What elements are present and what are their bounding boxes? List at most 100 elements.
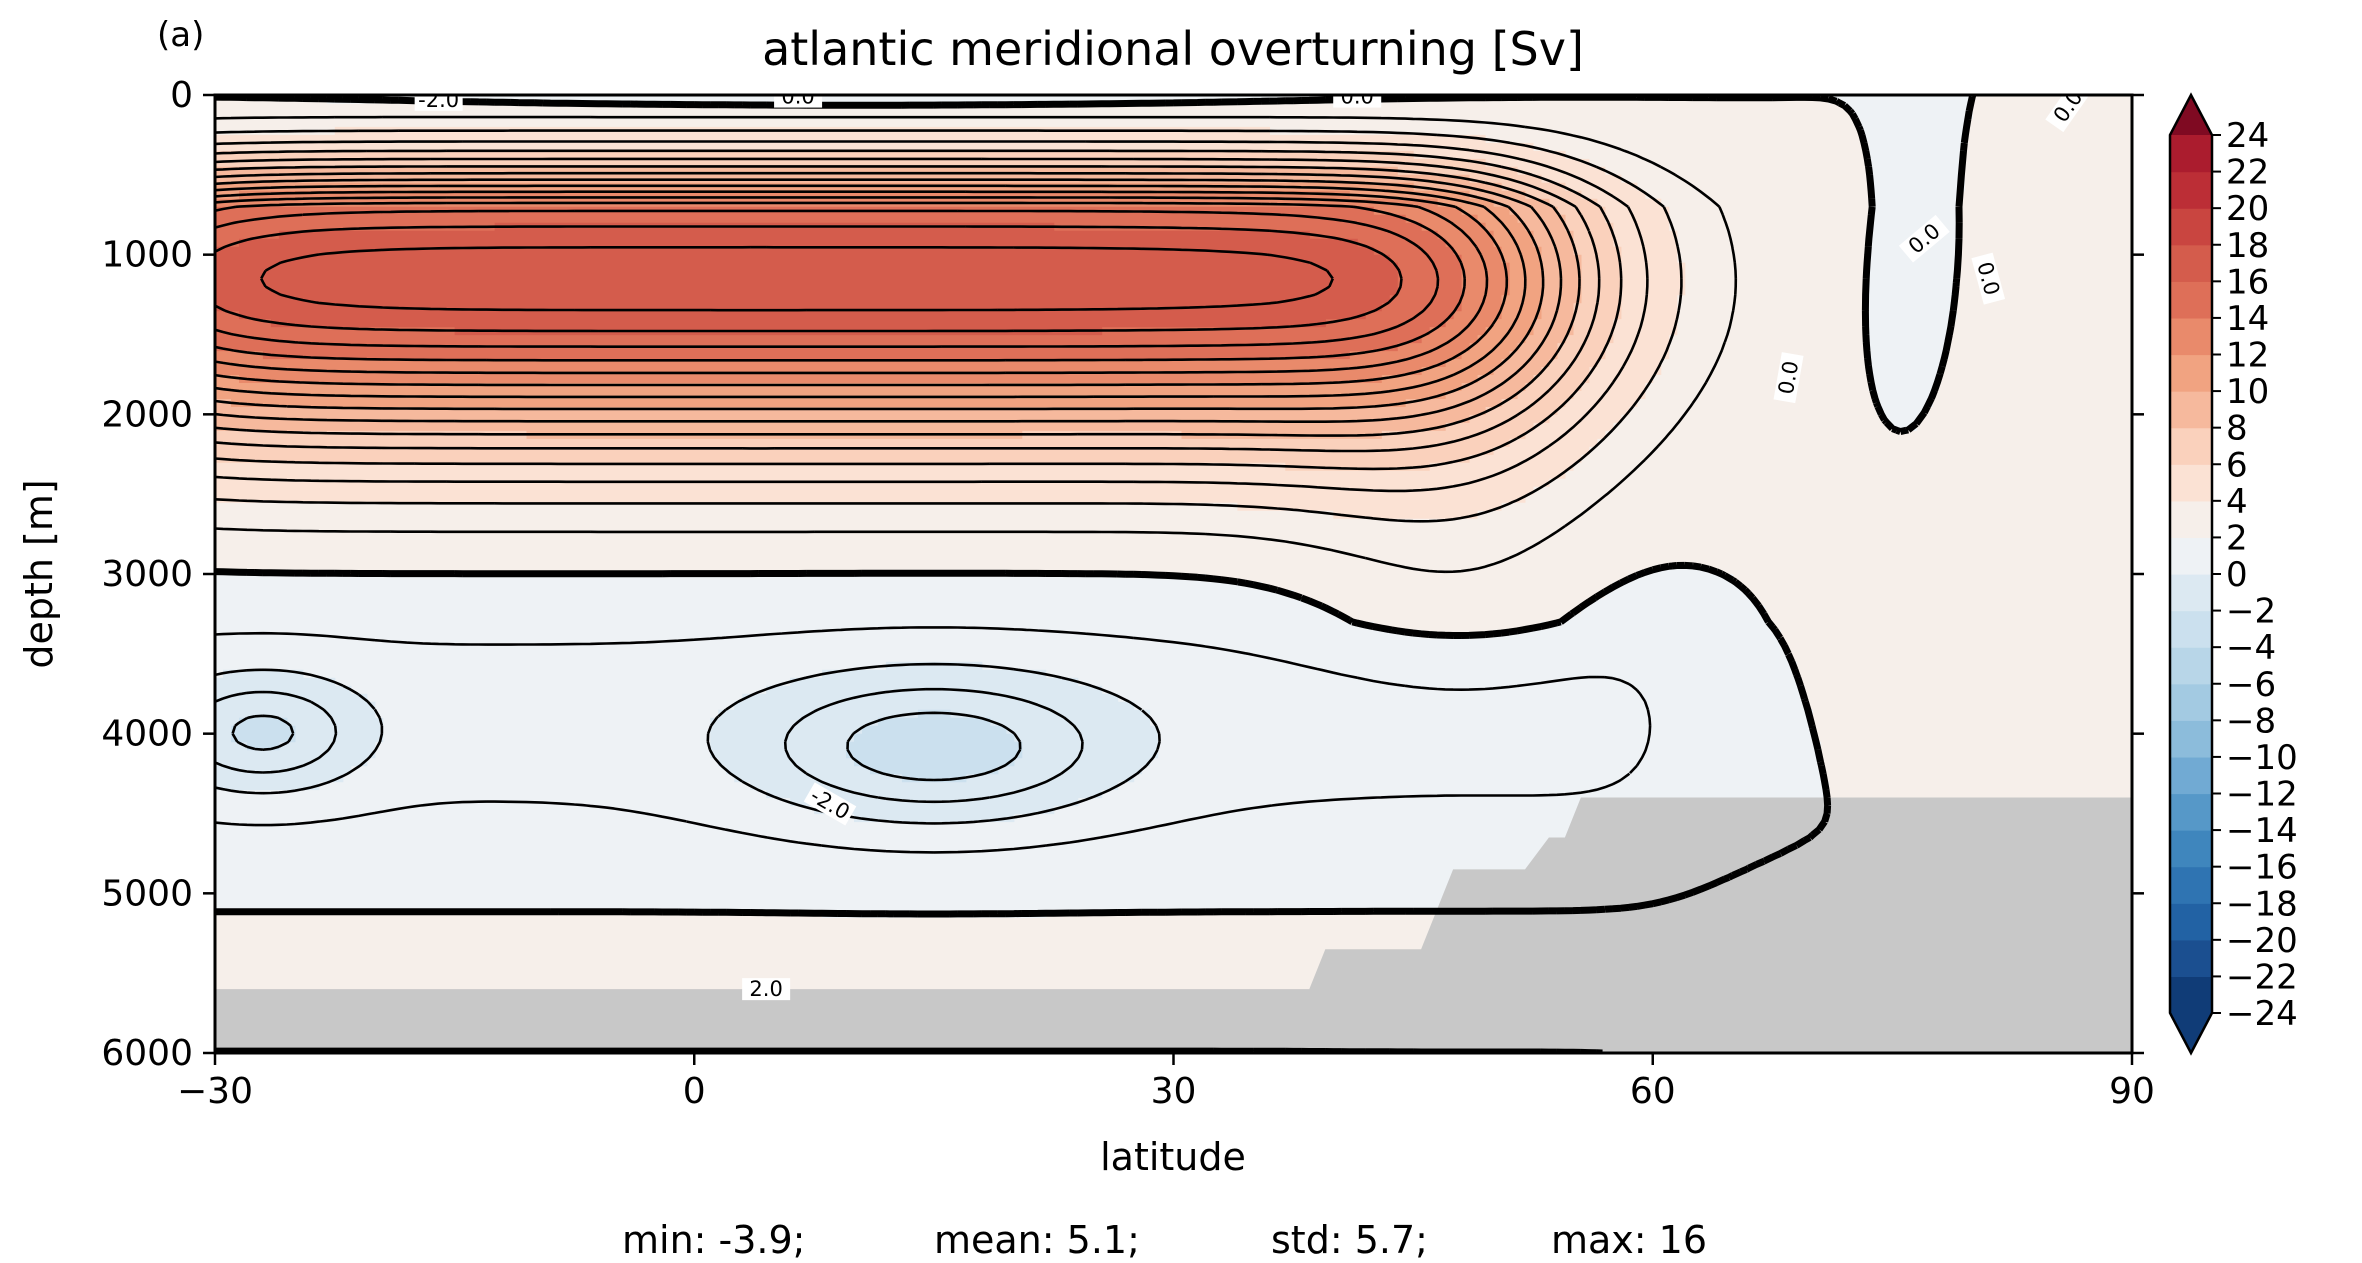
y-tick-label: 3000 xyxy=(101,554,193,595)
contour-label: 2.0 xyxy=(749,977,782,1001)
contour-label: -2.0 xyxy=(418,88,459,112)
colorbar-band xyxy=(2170,647,2212,685)
contour-line xyxy=(215,662,1161,825)
contour-line xyxy=(215,196,1489,375)
colorbar-band xyxy=(2170,903,2212,941)
contour-label: 0.0 xyxy=(1774,359,1803,396)
plot-area: -2.0 0.0 0.0 0.00.00.00.0-2.02.0 xyxy=(215,85,2132,1053)
colorbar-band xyxy=(2170,939,2212,978)
contour-line xyxy=(260,245,1334,312)
colorbar-band xyxy=(2170,793,2212,831)
contour-line xyxy=(215,129,1683,523)
contour-line xyxy=(215,209,1440,348)
contour-line xyxy=(215,687,1084,804)
contour-line xyxy=(215,225,1403,333)
contour-line xyxy=(215,165,1581,437)
contour-label: 0.0 xyxy=(1341,85,1374,109)
colorbar-band xyxy=(2170,610,2212,648)
colorbar-tick-label: 2 xyxy=(2226,518,2248,558)
colorbar-tick-label: −8 xyxy=(2226,701,2276,741)
contour-line xyxy=(215,190,1509,387)
x-tick-label: −30 xyxy=(177,1071,253,1112)
colorbar-tick-label: 10 xyxy=(2226,372,2269,412)
contour-band xyxy=(215,222,1398,336)
x-tick-label: 0 xyxy=(683,1071,706,1112)
contour-line xyxy=(215,184,1527,399)
contour-band xyxy=(215,166,1582,439)
colorbar-tick-label: −22 xyxy=(2226,957,2298,997)
contour-label-bg xyxy=(2045,95,2091,133)
colorbar-tick-label: 6 xyxy=(2226,445,2248,485)
colorbar-band xyxy=(2170,244,2212,282)
colorbar-band xyxy=(2170,537,2212,575)
colorbar: 242220181614121086420−2−4−6−8−10−12−14−1… xyxy=(2168,92,2298,1056)
colorbar-band xyxy=(2170,866,2212,904)
colorbar-extend-bottom xyxy=(2170,1013,2212,1053)
contour-lines xyxy=(215,95,1977,1053)
x-axis: −30 0 30 60 90 xyxy=(177,1053,2155,1112)
colorbar-band xyxy=(2170,208,2212,246)
x-axis-label: latitude xyxy=(1100,1135,1246,1179)
contour-line xyxy=(215,201,1466,362)
contour-label-bg xyxy=(803,782,857,826)
contour-line xyxy=(215,178,1545,411)
contour-line xyxy=(231,711,1022,782)
colorbar-tick-label: −24 xyxy=(2226,994,2298,1034)
bottom-topography xyxy=(215,797,2132,1053)
colorbar-band xyxy=(2170,756,2212,795)
colorbar-extend-top xyxy=(2170,95,2212,135)
colorbar-tick-label: −18 xyxy=(2226,884,2298,924)
contour-label-bg xyxy=(742,978,791,1001)
colorbar-band xyxy=(2170,135,2212,173)
colorbar-band xyxy=(2170,391,2212,429)
contour-line xyxy=(215,140,1649,493)
colorbar-tick-label: −2 xyxy=(2226,592,2276,632)
colorbar-tick-label: 14 xyxy=(2226,299,2269,339)
colorbar-band xyxy=(2170,574,2212,612)
contour-line xyxy=(215,626,1652,854)
colorbar-band xyxy=(2170,830,2212,868)
colorbar-tick-label: 22 xyxy=(2226,153,2269,193)
colorbar-tick-label: 4 xyxy=(2226,482,2248,522)
y-tick-label: 6000 xyxy=(101,1033,193,1074)
x-tick-label: 90 xyxy=(2109,1071,2155,1112)
contour-line xyxy=(215,95,1977,1053)
colorbar-tick-label: −12 xyxy=(2226,775,2298,815)
contour-label-bg xyxy=(1898,214,1950,263)
colorbar-tick-label: −16 xyxy=(2226,848,2298,888)
colorbar-tick-label: −14 xyxy=(2226,811,2298,851)
y-tick-label: 4000 xyxy=(101,714,193,755)
contour-band xyxy=(215,95,1973,918)
colorbar-band xyxy=(2170,281,2212,319)
colorbar-tick-label: 18 xyxy=(2226,226,2269,266)
colorbar-band xyxy=(2170,683,2212,721)
colorbar-tick-label: 24 xyxy=(2226,116,2269,156)
chart-title: atlantic meridional overturning [Sv] xyxy=(762,22,1584,76)
colorbar-tick-label: 8 xyxy=(2226,409,2248,449)
contour-line xyxy=(215,157,1601,453)
colorbar-tick-label: 12 xyxy=(2226,336,2269,376)
contour-label-bg xyxy=(1333,95,1382,108)
stat-std: std: 5.7; xyxy=(1271,1218,1428,1262)
stat-mean: mean: 5.1; xyxy=(934,1218,1140,1262)
colorbar-tick-label: 16 xyxy=(2226,262,2269,302)
x-tick-label: 30 xyxy=(1151,1071,1197,1112)
topography xyxy=(215,797,2132,1053)
colorbar-tick-label: −6 xyxy=(2226,665,2276,705)
colorbar-band xyxy=(2170,500,2212,539)
stats-line: min: -3.9; mean: 5.1; std: 5.7; max: 16 xyxy=(622,1218,1707,1262)
y-tick-label: 0 xyxy=(170,75,193,116)
contour-line xyxy=(215,171,1563,423)
colorbar-tick-label: −4 xyxy=(2226,628,2276,668)
contour-band xyxy=(231,709,1023,783)
x-tick-label: 60 xyxy=(1630,1071,1676,1112)
colorbar-band xyxy=(2170,464,2212,502)
colorbar-band xyxy=(2170,171,2212,209)
colorbar-tick-label: 0 xyxy=(2226,555,2248,595)
stat-max: max: 16 xyxy=(1551,1218,1707,1262)
contour-band xyxy=(215,126,1686,519)
contour-label-bg xyxy=(1773,352,1804,404)
colorbar-band xyxy=(2170,976,2212,1014)
contour-label-bg xyxy=(1971,252,2006,305)
